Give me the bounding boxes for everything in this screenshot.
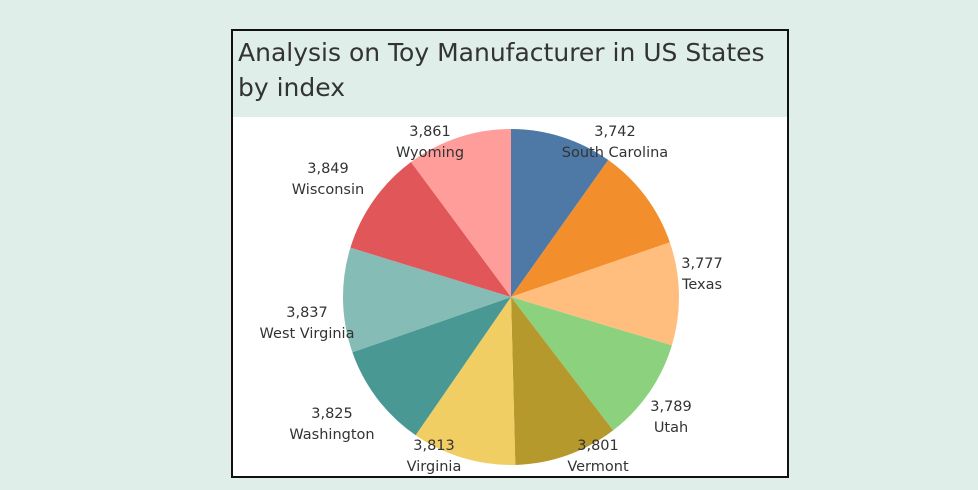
pie-slice-utah[interactable] (511, 297, 672, 431)
pie-slice-unlabeled-1[interactable] (511, 160, 670, 297)
chart-title: Analysis on Toy Manufacturer in US State… (238, 38, 765, 102)
pie-slice-wyoming[interactable] (411, 129, 511, 297)
data-label-south-carolina-name: South Carolina (562, 145, 668, 161)
pie-slice-texas[interactable] (511, 242, 680, 346)
data-label-washington-value: 3,825 (311, 406, 353, 422)
data-label-wisconsin-value: 3,849 (307, 161, 349, 177)
pie-slice-virginia[interactable] (415, 297, 516, 465)
data-label-texas-value: 3,777 (681, 256, 723, 272)
pie-slice-washington[interactable] (352, 297, 511, 436)
data-label-wyoming-value: 3,861 (409, 124, 451, 140)
pie-slice-vermont[interactable] (511, 297, 614, 465)
data-label-south-carolina-value: 3,742 (594, 124, 636, 140)
data-label-vermont-name: Vermont (567, 459, 629, 475)
data-label-west-virginia-value: 3,837 (286, 305, 328, 321)
data-label-virginia-value: 3,813 (413, 438, 455, 454)
pie-slice-south-carolina[interactable] (511, 129, 609, 297)
data-label-wisconsin-name: Wisconsin (292, 182, 364, 198)
chart-card: Analysis on Toy Manufacturer in US State… (231, 29, 789, 478)
data-label-utah-value: 3,789 (650, 399, 692, 415)
data-label-utah-name: Utah (654, 420, 688, 436)
data-label-vermont-value: 3,801 (577, 438, 619, 454)
title-bar: Analysis on Toy Manufacturer in US State… (233, 31, 787, 117)
pie-chart: 3,742 South Carolina 3,777 Texas 3,789 Utah 3,… (260, 124, 723, 475)
data-label-west-virginia-name: West Virginia (260, 326, 355, 342)
data-label-wyoming-name: Wyoming (396, 145, 464, 161)
pie-slice-west-virginia[interactable] (343, 247, 511, 353)
data-label-virginia-name: Virginia (407, 459, 462, 475)
data-label-washington-name: Washington (289, 427, 374, 443)
data-label-texas-name: Texas (681, 277, 722, 293)
pie-slice-wisconsin[interactable] (350, 161, 511, 297)
